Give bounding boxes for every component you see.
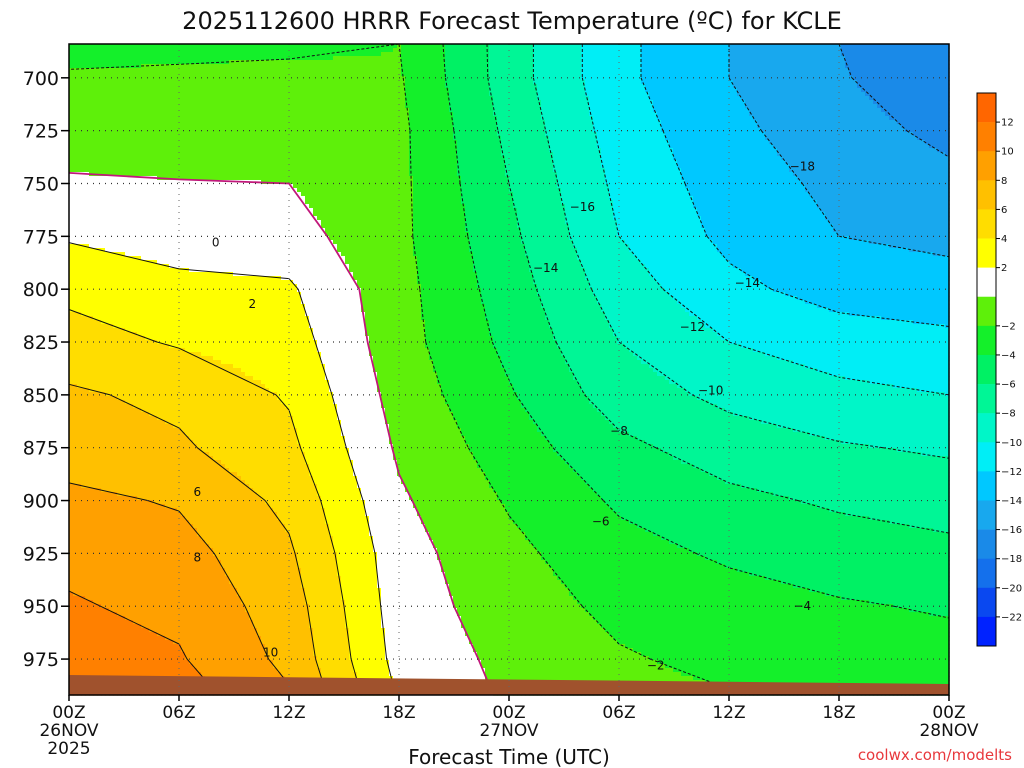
colorbar-label: −22 — [1001, 612, 1022, 623]
colorbar-label: −4 — [1001, 350, 1016, 361]
y-tick-label: 800 — [23, 279, 59, 301]
credit-link[interactable]: coolwx.com/modelts — [858, 746, 1012, 764]
colorbar-segment — [977, 93, 996, 122]
colorbar: 12 10 8 6 4 2 −2 −4 −6 −8 −10 −12 −14 −16 −18 −20 −22 — [977, 93, 1022, 646]
x-tick-date: 28NOV — [919, 721, 978, 741]
x-tick-label: 06Z — [162, 703, 195, 723]
colorbar-segment — [977, 500, 996, 529]
chart-title: 2025112600 HRRR Forecast Temperature (ºC… — [182, 7, 842, 35]
colorbar-label: −8 — [1001, 409, 1016, 420]
colorbar-label: 4 — [1001, 234, 1007, 245]
colorbar-segment — [977, 588, 996, 617]
colorbar-label: 6 — [1001, 205, 1007, 216]
x-tick-label: 18Z — [822, 703, 855, 723]
colorbar-label: −10 — [1001, 438, 1022, 449]
colorbar-label: −16 — [1001, 525, 1022, 536]
colorbar-segment — [977, 471, 996, 500]
contour-label: −12 — [680, 320, 705, 334]
x-axis-label: Forecast Time (UTC) — [408, 745, 610, 768]
y-tick-label: 875 — [23, 438, 59, 460]
colorbar-segment — [977, 326, 996, 355]
y-tick-label: 750 — [23, 174, 59, 196]
colorbar-segment — [977, 151, 996, 180]
y-tick-label: 950 — [23, 596, 59, 618]
contour-label: −18 — [790, 160, 815, 174]
colorbar-segment — [977, 239, 996, 268]
colorbar-segment — [977, 530, 996, 559]
y-tick-label: 900 — [23, 491, 59, 513]
contour-label: −16 — [570, 200, 595, 214]
colorbar-label: −2 — [1001, 321, 1016, 332]
x-tick-date: 2025 — [47, 739, 90, 759]
colorbar-label: 10 — [1001, 147, 1014, 158]
colorbar-label: 8 — [1001, 176, 1007, 187]
x-tick-label: 12Z — [272, 703, 305, 723]
colorbar-segment — [977, 617, 996, 646]
x-tick-date: 27NOV — [479, 721, 538, 741]
contour-label: 10 — [263, 646, 278, 660]
colorbar-segment — [977, 297, 996, 326]
contour-label: 0 — [212, 236, 220, 250]
contour-label: −10 — [698, 384, 723, 398]
x-tick-label: 12Z — [712, 703, 745, 723]
x-tick-date: 26NOV — [39, 721, 98, 741]
colorbar-segment — [977, 559, 996, 588]
colorbar-segment — [977, 384, 996, 413]
y-tick-label: 700 — [23, 68, 59, 90]
y-tick-label: 975 — [23, 649, 59, 671]
colorbar-label: −12 — [1001, 467, 1022, 478]
colorbar-segment — [977, 355, 996, 384]
contour-label: −14 — [533, 261, 558, 275]
contour-label: −6 — [592, 515, 610, 529]
y-tick-label: 775 — [23, 226, 59, 248]
contour-label: −2 — [647, 658, 665, 672]
colorbar-segment — [977, 209, 996, 238]
colorbar-segment — [977, 413, 996, 442]
x-tick-label: 18Z — [382, 703, 415, 723]
colorbar-label: 2 — [1001, 263, 1007, 274]
x-tick-label: 00Z — [492, 703, 525, 723]
contour-label: 6 — [194, 485, 202, 499]
contour-label: 8 — [194, 551, 202, 565]
colorbar-label: −6 — [1001, 380, 1016, 391]
colorbar-segment — [977, 268, 996, 297]
contour-label: −8 — [610, 424, 628, 438]
contour-label: −4 — [793, 599, 811, 613]
colorbar-label: −14 — [1001, 496, 1022, 507]
colorbar-label: 12 — [1001, 118, 1014, 129]
y-tick-label: 925 — [23, 543, 59, 565]
colorbar-segment — [977, 180, 996, 209]
contour-label: 2 — [249, 297, 257, 311]
y-tick-label: 825 — [23, 332, 59, 354]
colorbar-segment — [977, 122, 996, 151]
y-tick-label: 850 — [23, 385, 59, 407]
x-tick-label: 00Z — [932, 703, 965, 723]
x-tick-label: 06Z — [602, 703, 635, 723]
x-tick-label: 00Z — [52, 703, 85, 723]
colorbar-label: −20 — [1001, 583, 1022, 594]
colorbar-segment — [977, 442, 996, 471]
colorbar-label: −18 — [1001, 554, 1022, 565]
contour-label: −14 — [735, 276, 760, 290]
y-tick-label: 725 — [23, 121, 59, 143]
temperature-chart: 2025112600 HRRR Forecast Temperature (ºC… — [0, 0, 1024, 768]
y-axis: 700 725 750 775 800 825 850 875 900 925 950 975 — [23, 68, 69, 671]
